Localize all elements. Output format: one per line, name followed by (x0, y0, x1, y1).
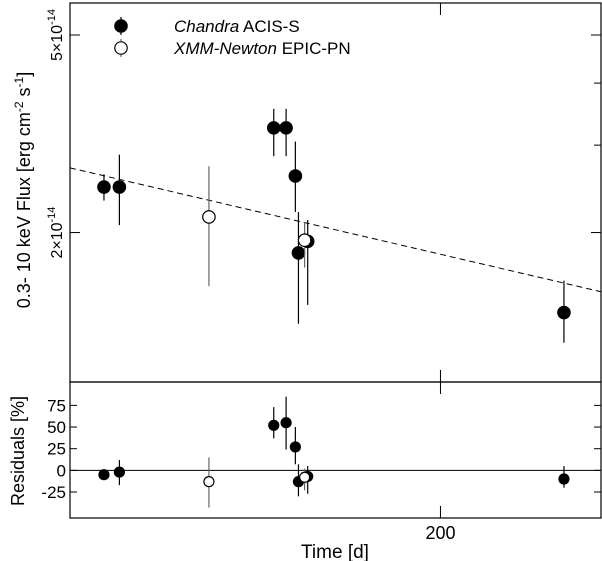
flux-point-chandra (112, 180, 127, 194)
flux-tick-mantissa: 2×10 (49, 222, 66, 258)
axis-labels: 200 0.3- 10 keV Flux [erg cm-2 s-1] Residu… (8, 72, 455, 561)
legend-label: XMM-Newton EPIC-PN (173, 39, 351, 58)
residuals-point-chandra (268, 419, 280, 431)
residuals-panel: 75 50 25 0 -25 (41, 381, 602, 519)
flux-point-chandra (97, 180, 111, 194)
residuals-point-chandra (113, 466, 125, 478)
residuals-tick-label: 75 (47, 396, 66, 415)
flux-point-chandra (557, 305, 571, 320)
fit-line (69, 167, 602, 293)
residuals-tick-label: 50 (47, 418, 66, 437)
legend-label-detector: ACIS-S (239, 17, 299, 36)
flux-tick-exponent: -14 (46, 9, 58, 25)
residuals-tick-label: -25 (41, 483, 66, 502)
flux-tick-mantissa: 5×10 (49, 25, 66, 61)
flux-point-xmm (202, 210, 216, 224)
flux-point-xmm (297, 233, 312, 248)
residuals-tick-label: 0 (57, 461, 66, 480)
x-axis-label: Time [d] (301, 542, 369, 561)
legend-label-instrument: XMM-Newton (173, 39, 277, 58)
residuals-point-chandra (558, 473, 570, 485)
flux-ylabel: 0.3- 10 keV Flux [erg cm-2 s-1] (12, 72, 34, 308)
residuals-frame (69, 381, 602, 519)
legend-label-instrument: Chandra (174, 17, 239, 36)
flux-ylabel-unit-part: -2 (12, 101, 26, 112)
flux-ylabel-quantity: 0.3- 10 keV Flux (14, 172, 34, 308)
residuals-point-chandra (98, 469, 110, 481)
flux-ylabel-unit-part: ] (14, 72, 34, 77)
flux-point-chandra (288, 169, 303, 183)
residuals-point-chandra (280, 417, 292, 429)
residuals-ylabel: Residuals [%] (8, 396, 28, 506)
flux-ylabel-unit-part: [erg cm (14, 112, 34, 172)
flux-point-chandra (266, 121, 281, 135)
legend-label-detector: EPIC-PN (277, 39, 351, 58)
residuals-tick-label: 25 (47, 440, 66, 459)
flux-tick-label: 2×10-14 (46, 207, 66, 259)
legend-label: Chandra ACIS-S (174, 17, 300, 36)
residuals-point-xmm (299, 471, 311, 483)
x-tick-label: 200 (425, 523, 455, 543)
legend-marker-xmm (114, 41, 128, 55)
flux-point-chandra (291, 246, 306, 260)
flux-ylabel-unit-part: s (14, 87, 34, 101)
flux-tick-label: 5×10-14 (46, 9, 66, 61)
residuals-point-xmm (203, 476, 215, 488)
flux-ylabel-unit-part: -1 (12, 76, 26, 87)
flux-point-chandra (279, 121, 293, 135)
legend-marker-chandra (114, 19, 128, 33)
residuals-point-chandra (289, 441, 301, 453)
flux-frame (69, 2, 602, 383)
flux-tick-exponent: -14 (46, 207, 58, 223)
